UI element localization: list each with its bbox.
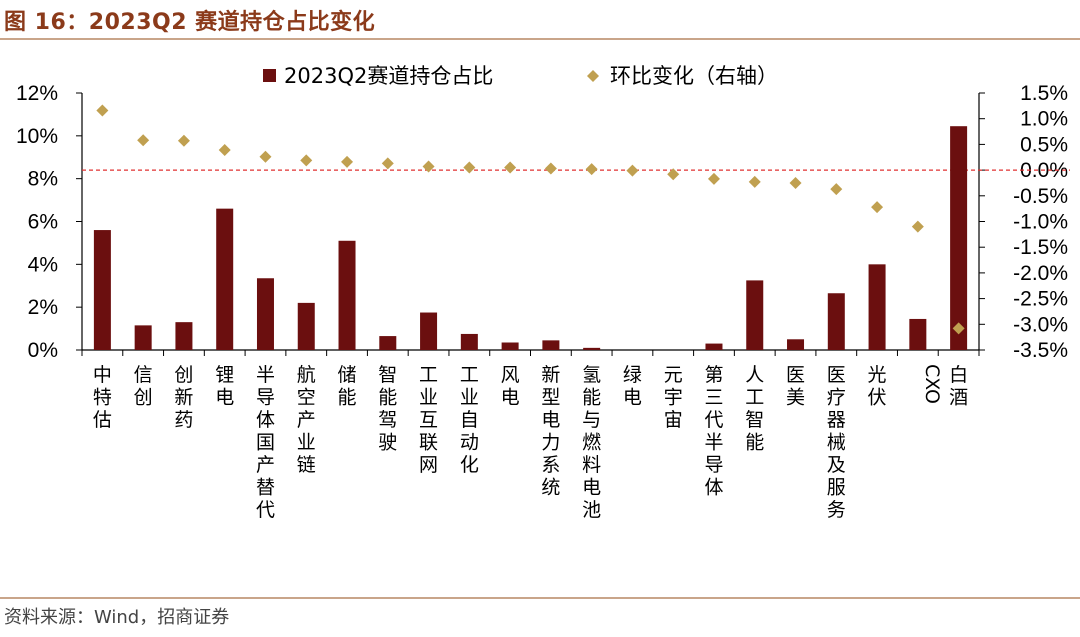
figure-title: 图 16：2023Q2 赛道持仓占比变化 [4, 10, 376, 35]
diamond-point [463, 161, 476, 174]
legend-diamond-label: 环比变化（右轴） [610, 64, 778, 88]
diamond-point [830, 183, 843, 196]
bar [175, 322, 193, 350]
bar [379, 336, 397, 350]
category-label: 医疗器械及服务 [827, 364, 846, 521]
category-label: 中特估 [93, 364, 112, 431]
diamond-point [911, 220, 924, 233]
diamond-point [544, 162, 557, 175]
category-label: 创新药 [174, 364, 193, 431]
left-tick-label: 0% [28, 339, 58, 362]
diamond-point [626, 164, 639, 177]
legend: 2023Q2赛道持仓占比 环比变化（右轴） [263, 64, 778, 88]
bar [93, 230, 111, 350]
bar [909, 318, 927, 350]
category-label: 绿电 [623, 364, 642, 409]
legend-diamond-swatch [587, 70, 599, 82]
category-label: 氢能与燃料电池 [582, 364, 601, 521]
right-tick-label: 1.0% [1020, 108, 1068, 131]
category-label: 新型电力系统 [541, 364, 560, 499]
diamond-point [422, 160, 435, 173]
category-label: 智能驾驶 [378, 364, 397, 454]
bar [950, 126, 968, 350]
left-tick-label: 12% [16, 82, 58, 105]
bar [868, 264, 886, 350]
left-tick-label: 10% [16, 125, 58, 148]
left-tick-label: 6% [28, 211, 58, 234]
right-tick-label: -1.5% [1013, 236, 1068, 259]
diamond-point [177, 134, 190, 147]
bar [297, 302, 315, 350]
category-label: 信创 [134, 364, 153, 409]
left-tick-label: 4% [28, 253, 58, 276]
diamond-point [871, 201, 884, 214]
right-tick-label: -2.0% [1013, 262, 1068, 285]
legend-bar-label: 2023Q2赛道持仓占比 [284, 64, 493, 88]
category-label: 风电 [501, 364, 520, 409]
category-label: 工业互联网 [419, 364, 438, 476]
diamond-point [585, 163, 598, 176]
bottom-rule [0, 597, 1080, 599]
bar [256, 278, 274, 350]
category-label: 人工智能 [745, 364, 764, 454]
right-tick-label: -0.5% [1013, 185, 1068, 208]
category-label: 白酒 [949, 364, 968, 409]
diamond-point [218, 144, 231, 157]
bar [787, 339, 805, 350]
diamond-point [952, 322, 965, 335]
category-label: 元宇宙 [664, 364, 683, 431]
diamond-point [341, 155, 354, 168]
bar [216, 208, 234, 350]
bar [583, 347, 601, 350]
category-label: 第三代半导体 [704, 364, 723, 499]
right-tick-label: 0.5% [1020, 133, 1068, 156]
right-tick-label: 1.5% [1020, 82, 1068, 105]
diamond-point [667, 168, 680, 181]
legend-bar-swatch [263, 69, 276, 82]
diamond-point [259, 150, 272, 163]
bar [827, 293, 845, 350]
bar [705, 343, 723, 350]
left-tick-label: 8% [28, 168, 58, 191]
category-label: 光伏 [868, 364, 887, 409]
chart: 0% 2% 4% 6% 8% 10% 12% -3.5% -3.0%-2.5% -2.0% -1.5… [16, 64, 1070, 521]
diamond-point [96, 104, 109, 117]
right-tick-label: -2.5% [1013, 288, 1068, 311]
top-rule [0, 38, 1080, 40]
bar [501, 342, 519, 350]
bar [460, 333, 478, 350]
bar [420, 312, 438, 350]
right-tick-label: -1.0% [1013, 211, 1068, 234]
bar [338, 240, 356, 350]
category-label: 航空产业链 [297, 364, 316, 476]
diamond-point [504, 161, 517, 174]
category-label: 工业自动化 [460, 364, 479, 476]
diamond-point [300, 154, 313, 167]
diamond-point [137, 134, 150, 147]
right-tick-label: -3.5% [1013, 339, 1068, 362]
bar-series [93, 126, 968, 350]
bar [542, 340, 560, 350]
category-labels: 中特估 信创 创新药 锂电 半导体国产替代 航空产业链 储能 智能驾驶 工业互联网 工业自动化 风电… [93, 364, 968, 521]
axes: 0% 2% 4% 6% 8% 10% 12% -3.5% -3.0%-2.5% -2.0% -1.5… [16, 82, 1070, 362]
bar [134, 325, 152, 350]
category-label: 锂电 [215, 364, 234, 409]
diamond-series [96, 104, 965, 335]
diamond-point [748, 175, 761, 188]
bar [746, 280, 764, 350]
category-label: 储能 [338, 364, 357, 409]
diamond-point [789, 176, 802, 189]
category-label: 医美 [786, 364, 805, 409]
right-tick-label: -3.0% [1013, 313, 1068, 336]
left-tick-label: 2% [28, 296, 58, 319]
diamond-point [381, 157, 394, 170]
category-label: 半导体国产替代 [256, 364, 275, 521]
diamond-point [707, 172, 720, 185]
category-label: CXO [921, 364, 943, 404]
source-note: 资料来源：Wind，招商证券 [4, 607, 230, 628]
